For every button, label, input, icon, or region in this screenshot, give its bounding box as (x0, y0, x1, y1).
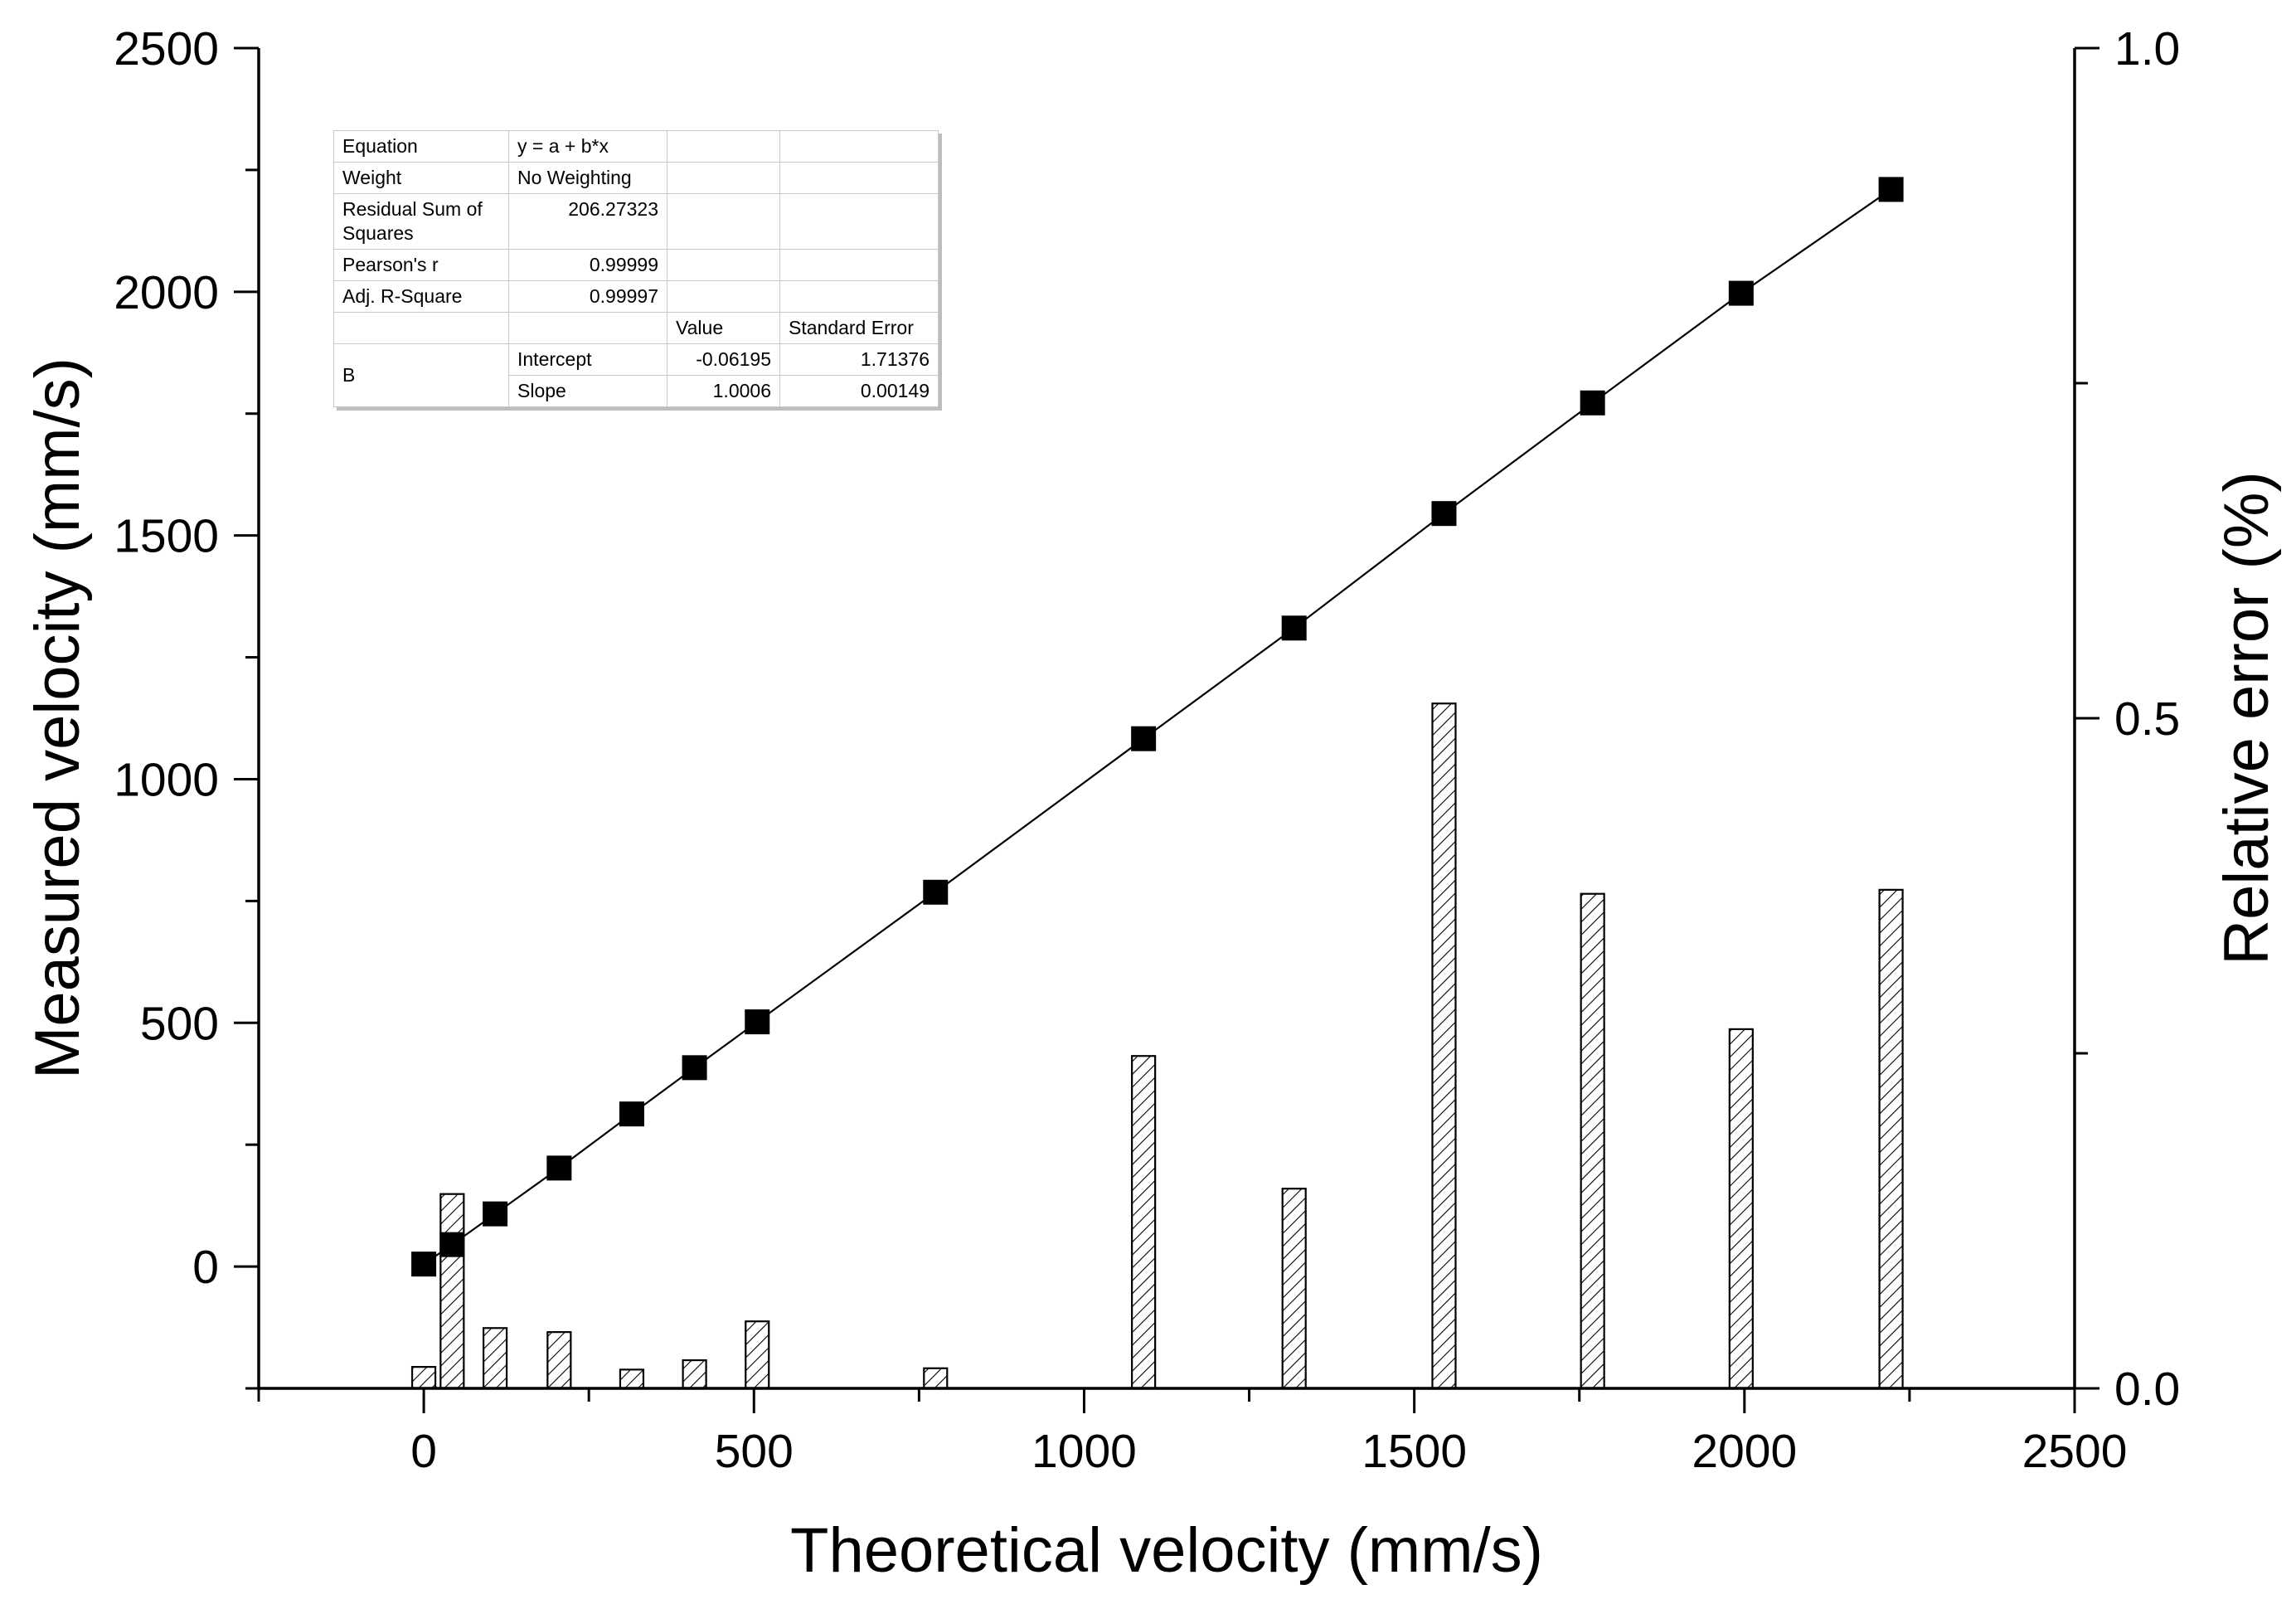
error-bar (410, 1366, 437, 1390)
y2-tick-label: 0.0 (2114, 1363, 2180, 1416)
table-cell (779, 280, 939, 313)
table-cell (333, 312, 509, 344)
table-cell: Slope (508, 375, 667, 407)
data-point (745, 1009, 770, 1035)
error-bar (546, 1331, 572, 1390)
table-cell: Standard Error (779, 312, 939, 344)
error-bar (1131, 1055, 1157, 1390)
error-bar (619, 1368, 645, 1390)
table-cell (508, 312, 667, 344)
y2-axis-title: Relative error (%) (2211, 471, 2282, 965)
y-tick-label: 2000 (114, 266, 219, 319)
error-bar (1878, 888, 1904, 1390)
table-cell: 0.00149 (779, 375, 939, 407)
data-point (411, 1252, 437, 1277)
data-point (439, 1232, 465, 1257)
x-tick-label: 2500 (2022, 1425, 2128, 1478)
y-tick-label: 1000 (114, 753, 219, 806)
x-tick-label: 0 (410, 1425, 437, 1478)
table-row: Adj. R-Square 0.99997 (333, 280, 939, 313)
error-bar (745, 1320, 770, 1390)
error-bar (682, 1359, 707, 1390)
table-cell: Equation (333, 130, 509, 163)
y-tick-label: 2500 (114, 22, 219, 75)
x-tick-label: 1500 (1362, 1425, 1467, 1478)
data-point (1728, 280, 1754, 306)
error-bar (923, 1367, 949, 1390)
data-point (682, 1055, 707, 1081)
table-cell (779, 130, 939, 163)
error-bar (482, 1327, 508, 1390)
table-row: Weight No Weighting (333, 162, 939, 194)
table-cell: Intercept (508, 343, 667, 376)
data-point (546, 1155, 572, 1181)
data-point (619, 1101, 644, 1127)
x-tick-label: 2000 (1692, 1425, 1797, 1478)
table-row: Value Standard Error (333, 312, 939, 344)
x-tick-label: 1000 (1032, 1425, 1137, 1478)
data-point (923, 879, 949, 905)
table-cell: Residual Sum of Squares (333, 193, 509, 250)
table-cell: y = a + b*x (508, 130, 667, 163)
error-bar (1281, 1188, 1307, 1390)
table-cell: Value (667, 312, 780, 344)
table-cell (667, 280, 780, 313)
error-bar (439, 1193, 465, 1390)
data-point (483, 1201, 508, 1227)
y-tick-label: 500 (140, 997, 219, 1050)
table-cell: Pearson's r (333, 249, 509, 281)
table-row: Pearson's r 0.99999 (333, 249, 939, 281)
table-row: Residual Sum of Squares 206.27323 (333, 193, 939, 250)
data-point (1431, 501, 1457, 527)
table-cell: 206.27323 (508, 193, 667, 250)
y-axis-title: Measured velocity (mm/s) (22, 357, 93, 1079)
table-cell: B (333, 343, 509, 407)
table-cell: Weight (333, 162, 509, 194)
table-cell (667, 249, 780, 281)
table-cell: Adj. R-Square (333, 280, 509, 313)
y2-tick-label: 0.5 (2114, 693, 2180, 746)
table-cell: 1.71376 (779, 343, 939, 376)
y-tick-label: 0 (192, 1241, 219, 1294)
y-tick-label: 1500 (114, 510, 219, 563)
x-axis-title: Theoretical velocity (mm/s) (790, 1515, 1543, 1586)
error-bar (1580, 892, 1605, 1390)
table-cell (667, 162, 780, 194)
table-cell (779, 162, 939, 194)
data-point (1580, 390, 1605, 416)
table-cell (779, 249, 939, 281)
data-point (1281, 615, 1307, 641)
table-row: B Intercept -0.06195 1.71376 (333, 343, 939, 407)
table-cell (779, 193, 939, 250)
table-cell: 1.0006 (667, 375, 780, 407)
table-cell: 0.99999 (508, 249, 667, 281)
table-row: Equation y = a + b*x (333, 130, 939, 163)
table-cell (667, 130, 780, 163)
x-tick-label: 500 (715, 1425, 794, 1478)
table-cell: No Weighting (508, 162, 667, 194)
y2-tick-label: 1.0 (2114, 22, 2180, 75)
error-bar (1728, 1028, 1754, 1390)
table-cell (667, 193, 780, 250)
error-bar (1431, 702, 1457, 1390)
table-cell: -0.06195 (667, 343, 780, 376)
fit-results-table: Equation y = a + b*x Weight No Weighting… (333, 130, 939, 407)
table-row: Slope 1.0006 0.00149 (334, 375, 939, 407)
data-point (1131, 726, 1157, 751)
data-point (1878, 177, 1904, 202)
table-cell: 0.99997 (508, 280, 667, 313)
